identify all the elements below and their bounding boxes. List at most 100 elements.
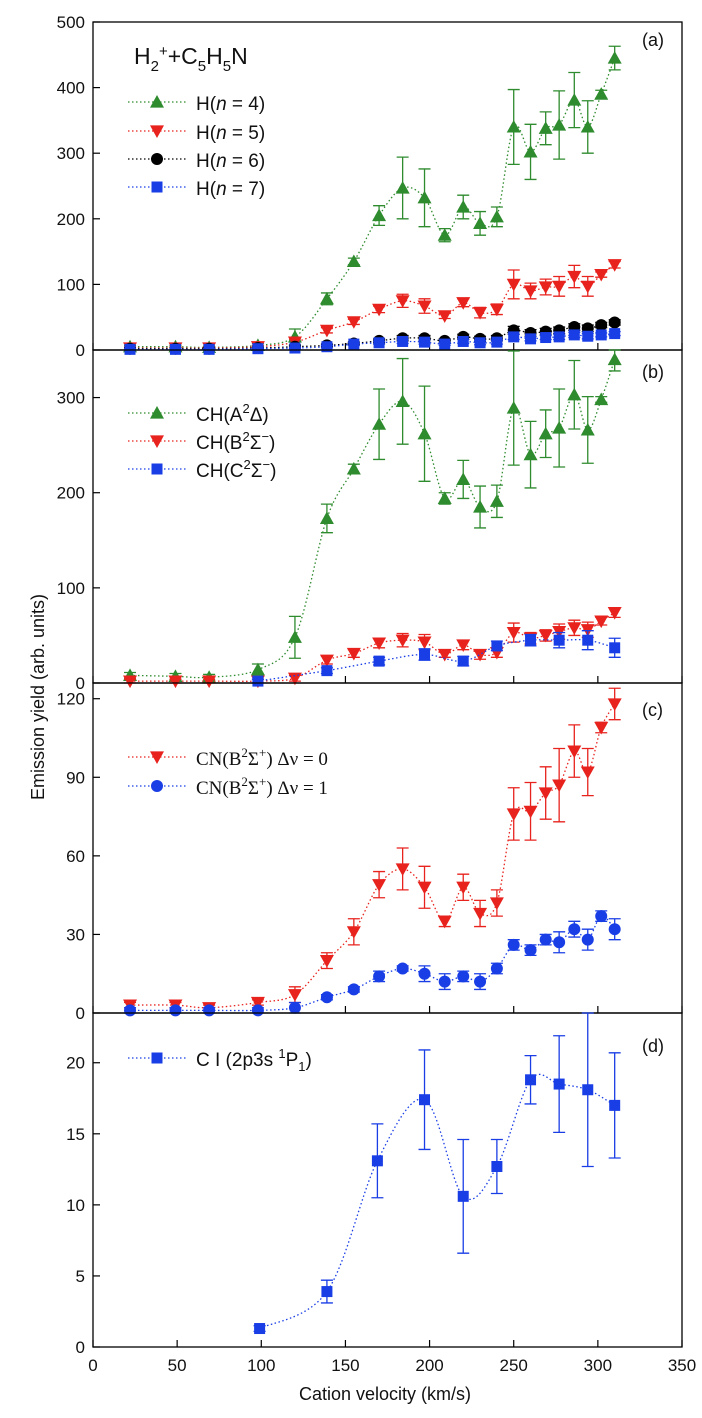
data-point [607, 352, 622, 366]
series-line [257, 638, 615, 682]
legend-a: H(n = 4) H(n = 5) H(n = 6) H(n = 7) [196, 94, 265, 200]
x-tick-label: 250 [500, 1356, 528, 1375]
series-cn-b2-1 [124, 910, 621, 1017]
data-point [437, 491, 452, 505]
series-ch-a2- [123, 349, 622, 683]
data-point [594, 721, 609, 735]
y-tick-label: 400 [57, 79, 85, 98]
x-tick-label: 200 [415, 1356, 443, 1375]
data-point [319, 654, 334, 668]
data-point [525, 634, 537, 646]
panel-c-label: (c) [642, 700, 663, 720]
data-point [538, 281, 553, 295]
series-line [259, 1073, 616, 1330]
data-point [397, 335, 409, 347]
legend-d: C I (2p3s 1P1) [196, 1046, 312, 1074]
data-point [321, 1286, 333, 1298]
data-point [525, 333, 537, 345]
legend-marker [151, 1052, 163, 1064]
data-point [594, 615, 609, 629]
legend-marker [150, 406, 164, 419]
data-point [567, 745, 582, 759]
legend-b-item-0: CH(A2Δ) [196, 401, 269, 426]
data-point [456, 881, 471, 895]
data-point [456, 639, 471, 652]
legend-b-item-1: CH(B2Σ−) [196, 429, 275, 454]
data-point [489, 494, 504, 507]
data-point [506, 119, 521, 133]
data-point [417, 636, 432, 650]
data-point [252, 675, 264, 687]
data-point [607, 51, 622, 64]
data-point [506, 278, 521, 292]
data-point [523, 805, 538, 819]
data-point [373, 970, 386, 983]
data-point [552, 117, 567, 131]
data-point [525, 1074, 537, 1086]
y-tick-label: 0 [76, 1338, 85, 1357]
legend-a-item-1: H(n = 5) [196, 123, 265, 144]
data-point [567, 622, 582, 635]
legend-marker [150, 751, 164, 764]
data-point [582, 330, 594, 342]
data-point [594, 268, 609, 282]
data-point [168, 675, 183, 689]
data-point [417, 190, 432, 204]
data-point [567, 270, 582, 284]
data-point [490, 962, 503, 975]
data-point [396, 962, 409, 975]
legend-a-item-2: H(n = 6) [196, 151, 265, 172]
data-point [418, 967, 431, 980]
series-line [130, 332, 615, 351]
data-point [553, 936, 566, 949]
plot-frame [92, 349, 683, 684]
data-point [288, 1001, 301, 1014]
data-point [321, 665, 333, 677]
data-point [609, 642, 621, 654]
data-point [252, 343, 264, 355]
data-point [437, 310, 452, 323]
data-point [582, 634, 594, 646]
data-point [395, 863, 410, 876]
legend-b: CH(A2Δ) CH(B2Σ−) CH(C2Σ−) [196, 401, 276, 482]
data-point [437, 648, 452, 662]
series-line [130, 612, 616, 682]
series-line [130, 915, 616, 1012]
panel-c: 0 30 60 90 120 [57, 682, 683, 1023]
x-tick-label: 150 [331, 1356, 359, 1375]
y-tick-label: 300 [57, 389, 85, 408]
x-tick-label: 100 [247, 1356, 275, 1375]
data-point [608, 316, 621, 329]
data-point [287, 672, 302, 686]
series-line [130, 321, 615, 350]
data-point [202, 675, 217, 689]
x-tick-label: 300 [584, 1356, 612, 1375]
data-point [417, 300, 432, 314]
y-tick-label: 5 [76, 1267, 85, 1286]
data-point [419, 648, 431, 660]
y-tick-label: 10 [66, 1196, 85, 1215]
data-point [319, 324, 334, 338]
legend-b-item-2: CH(C2Σ−) [196, 457, 276, 482]
y-tick-label: 0 [76, 341, 85, 360]
data-point [508, 331, 520, 343]
data-point [491, 1160, 503, 1172]
data-point [538, 787, 553, 800]
panel-d-label: (d) [642, 1036, 664, 1056]
data-point [552, 779, 567, 793]
x-tick-label: 50 [168, 1356, 187, 1375]
data-point [373, 655, 385, 667]
data-point [457, 1190, 469, 1202]
data-point [373, 337, 385, 349]
legend-marker [150, 435, 164, 448]
series-h-n-4- [123, 45, 622, 353]
data-point [346, 254, 361, 268]
panel-a: 0 100 200 300 400 500 [57, 13, 683, 360]
data-point [371, 1155, 383, 1167]
data-point [523, 285, 538, 298]
data-point [595, 910, 608, 923]
data-point [124, 1004, 137, 1017]
legend-c: CN(B2Σ+) Δν = 0 CN(B2Σ+) Δν = 1 [196, 745, 328, 799]
y-tick-label: 200 [57, 210, 85, 229]
